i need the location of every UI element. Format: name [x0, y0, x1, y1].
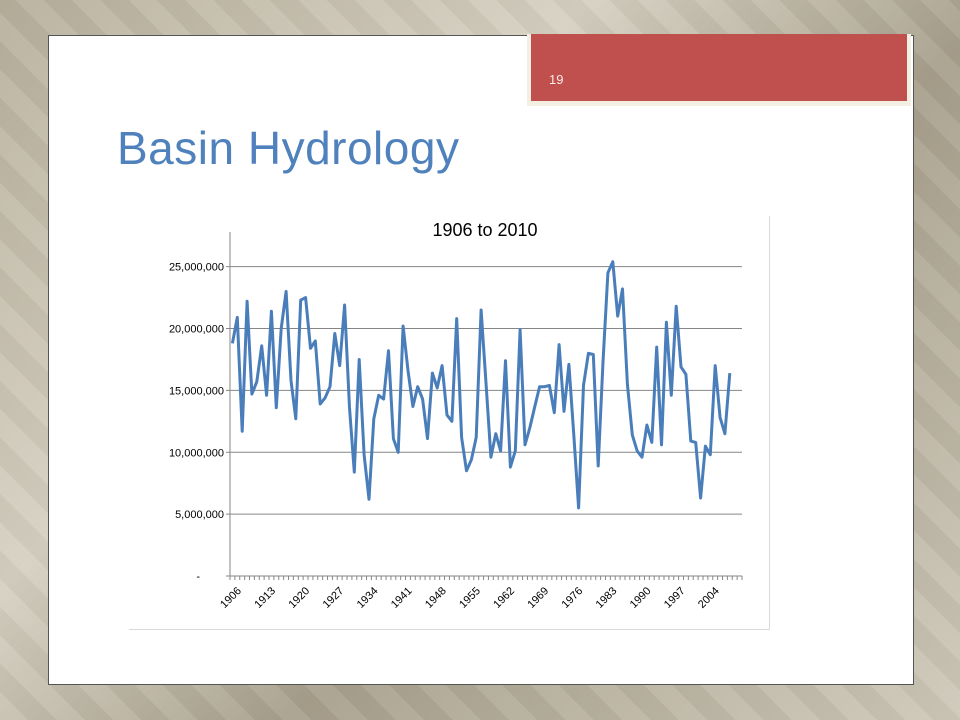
x-tick-label: 1955: [457, 585, 483, 611]
chart-area: 1906 to 2010 - 5,000,000 10,000,000 15,000,…: [129, 216, 770, 630]
slide-title: Basin Hydrology: [117, 122, 460, 174]
x-tick-label: 1906: [218, 585, 244, 611]
series-line: [230, 260, 732, 510]
y-tick-label: 20,000,000: [169, 324, 224, 336]
y-tick-label: 25,000,000: [169, 262, 224, 274]
y-tick-label: 5,000,000: [175, 509, 224, 521]
x-tick-label: 1969: [525, 585, 551, 611]
page-number-badge-fill: [531, 34, 907, 101]
y-tick-label: 15,000,000: [169, 385, 224, 397]
x-tick-label: 1934: [355, 585, 381, 611]
x-tick-label: 1990: [628, 585, 654, 611]
page-number: 19: [549, 72, 564, 87]
x-tick-label: 1976: [560, 585, 586, 611]
x-tick-label: 1997: [662, 585, 688, 611]
x-tick-label: 1983: [594, 585, 620, 611]
x-tick-label: 2004: [696, 585, 722, 611]
y-tick-label: -: [196, 571, 200, 583]
x-tick-label: 1927: [321, 585, 347, 611]
slide: 19 Basin Hydrology 1906 to 2010 - 5,000,0…: [48, 34, 914, 685]
x-tick-label: 1962: [491, 585, 517, 611]
chart: 1906 to 2010 - 5,000,000 10,000,000 15,000,…: [169, 220, 743, 611]
x-tick-label: 1920: [286, 585, 312, 611]
y-tick-label: 10,000,000: [169, 447, 224, 459]
x-tick-label: 1913: [252, 585, 278, 611]
x-tick-label: 1941: [389, 585, 415, 611]
page-number-badge: 19: [527, 34, 911, 106]
chart-title: 1906 to 2010: [432, 220, 537, 240]
x-tick-label: 1948: [423, 585, 449, 611]
